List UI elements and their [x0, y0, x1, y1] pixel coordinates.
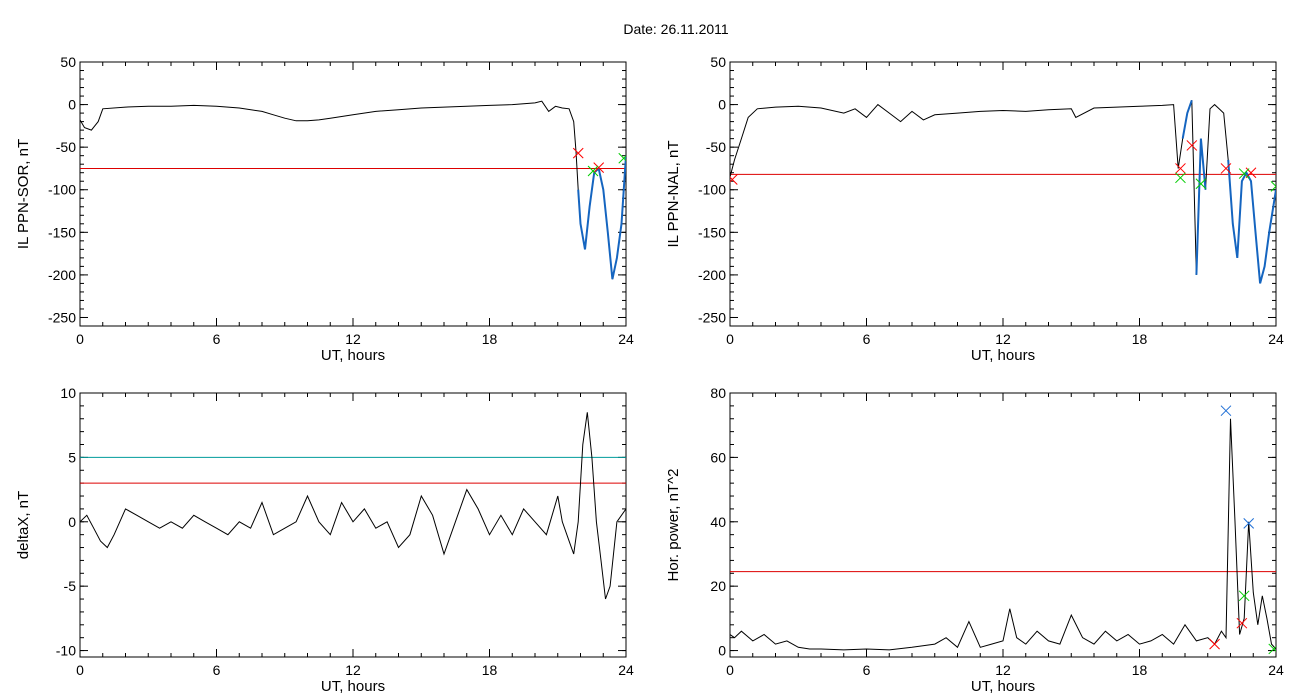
- y-tick-label: -100: [48, 182, 76, 198]
- figure-title: Date: 26.11.2011: [623, 21, 729, 37]
- y-tick-label: 50: [710, 54, 726, 70]
- marker-green: [1175, 172, 1186, 184]
- y-tick-label: -5: [64, 578, 77, 594]
- x-tick-label: 6: [213, 331, 221, 347]
- y-tick-label: -150: [48, 224, 76, 240]
- x-tick-label: 24: [1268, 331, 1284, 347]
- marker-red: [1220, 163, 1232, 174]
- marker-red: [1236, 617, 1248, 629]
- data-series-line: [730, 100, 1276, 284]
- y-tick-label: -100: [698, 182, 726, 198]
- x-tick-label: 12: [995, 662, 1011, 678]
- y-tick-label: 0: [718, 97, 726, 113]
- x-tick-label: 18: [1132, 331, 1148, 347]
- x-tick-label: 24: [618, 331, 634, 347]
- marker-green: [1238, 168, 1250, 179]
- marker-green: [618, 152, 626, 164]
- panel-deltax: 0 6 12 18 24 -10 -5 0 5 10 UT, hours deltaX, nT: [15, 385, 634, 695]
- y-axis-label: deltaX, nT: [15, 491, 32, 559]
- y-tick-label: -250: [48, 309, 76, 325]
- y-tick-label: 10: [60, 385, 76, 401]
- x-tick-label: 6: [863, 331, 871, 347]
- marker-green: [1270, 180, 1276, 192]
- data-series-line: [80, 412, 626, 600]
- marker-red: [730, 174, 738, 185]
- marker-red: [1209, 638, 1220, 650]
- y-axis-label: IL PPN-SOR, nT: [15, 139, 32, 249]
- y-tick-label: -250: [698, 309, 726, 325]
- x-tick-label: 18: [482, 662, 498, 678]
- marker-blue: [1243, 518, 1255, 529]
- x-tick-label: 12: [345, 331, 361, 347]
- x-tick-label: 24: [1268, 662, 1284, 678]
- highlight-segment: [1195, 138, 1207, 275]
- y-tick-label: -200: [48, 267, 76, 283]
- y-tick-label: -50: [706, 139, 726, 155]
- x-tick-label: 6: [863, 662, 871, 678]
- y-tick-label: 80: [710, 385, 726, 401]
- plot-frame: [79, 392, 627, 658]
- x-axis-label: UT, hours: [321, 678, 385, 695]
- marker-red: [593, 162, 605, 173]
- x-tick-label: 18: [1132, 662, 1148, 678]
- panel-il-sor: 0 6 12 18 24 -250 -200 -150 -100 -50 0 50 UT, hours I…: [15, 54, 634, 364]
- highlight-segment: [1227, 159, 1276, 284]
- x-tick-label: 0: [726, 331, 734, 347]
- y-tick-label: -50: [56, 139, 76, 155]
- marker-green: [1268, 643, 1276, 655]
- marker-green: [587, 165, 599, 177]
- x-tick-label: 12: [995, 331, 1011, 347]
- x-tick-label: 12: [345, 662, 361, 678]
- y-tick-label: 0: [68, 514, 76, 530]
- y-tick-label: 40: [710, 514, 726, 530]
- x-tick-label: 0: [76, 662, 84, 678]
- marker-red: [1175, 163, 1186, 174]
- x-axis-label: UT, hours: [971, 678, 1035, 695]
- x-tick-label: 0: [726, 662, 734, 678]
- y-tick-label: 50: [60, 54, 76, 70]
- x-tick-label: 18: [482, 331, 498, 347]
- y-tick-label: 20: [710, 578, 726, 594]
- y-tick-label: 60: [710, 449, 726, 465]
- y-tick-label: 0: [718, 643, 726, 659]
- y-tick-label: -200: [698, 267, 726, 283]
- panel-il-nal: 0 6 12 18 24 -250 -200 -150 -100 -50 0 50 UT, hours I…: [665, 54, 1284, 364]
- y-tick-label: 0: [68, 97, 76, 113]
- plot-area: [80, 100, 626, 280]
- marker-red: [1186, 140, 1198, 151]
- x-axis-label: UT, hours: [321, 347, 385, 364]
- y-axis-label: Hor. power, nT^2: [665, 469, 682, 582]
- marker-green: [1195, 178, 1207, 190]
- marker-blue: [1220, 405, 1232, 417]
- x-tick-label: 6: [213, 662, 221, 678]
- marker-red: [572, 147, 584, 159]
- marker-green: [1238, 590, 1250, 602]
- y-tick-label: -150: [698, 224, 726, 240]
- y-axis-label: IL PPN-NAL, nT: [665, 141, 682, 248]
- x-tick-label: 24: [618, 662, 634, 678]
- plot-area: [80, 412, 626, 600]
- y-tick-label: 5: [68, 449, 76, 465]
- plot-area: [730, 99, 1276, 284]
- panel-hor-power: 0 6 12 18 24 0 20 40 60 80 UT, hours Hor. power, nT…: [665, 385, 1284, 695]
- plot-frame: [729, 392, 1277, 658]
- x-tick-label: 0: [76, 331, 84, 347]
- highlight-segment: [1181, 99, 1193, 139]
- plot-area: [730, 405, 1276, 655]
- highlight-segment: [577, 155, 626, 280]
- data-series-line: [730, 418, 1276, 651]
- y-tick-label: -10: [56, 643, 76, 659]
- data-series-line: [80, 100, 626, 280]
- x-axis-label: UT, hours: [971, 347, 1035, 364]
- plot-frame: [79, 61, 627, 327]
